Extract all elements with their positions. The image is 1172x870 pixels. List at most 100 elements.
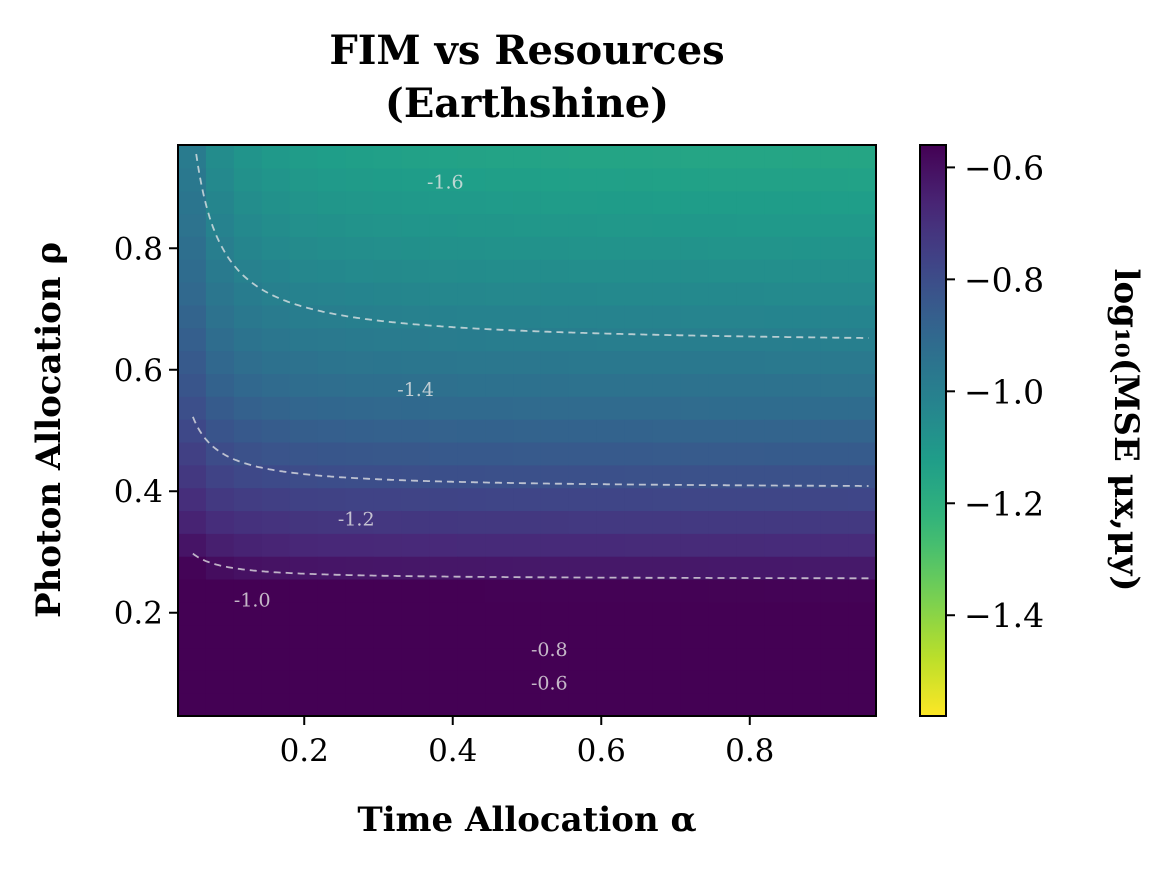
heatmap-cell bbox=[429, 464, 458, 489]
heatmap-cell bbox=[848, 624, 877, 649]
heatmap-cell bbox=[513, 601, 542, 626]
heatmap-cell bbox=[317, 145, 347, 169]
heatmap-cell bbox=[457, 556, 486, 580]
heatmap-cell bbox=[205, 304, 235, 329]
heatmap-cell bbox=[345, 670, 375, 694]
heatmap-cell bbox=[317, 533, 347, 557]
heatmap-cell bbox=[178, 327, 207, 352]
heatmap-cell bbox=[289, 693, 319, 717]
heatmap-cell bbox=[345, 419, 375, 443]
heatmap-cell bbox=[485, 167, 514, 192]
heatmap-cell bbox=[624, 510, 654, 534]
heatmap-cell bbox=[205, 373, 235, 397]
heatmap-cell bbox=[624, 259, 654, 283]
heatmap-cell bbox=[680, 578, 710, 603]
heatmap-cell bbox=[485, 282, 514, 306]
heatmap-cell bbox=[178, 647, 207, 671]
heatmap-cell bbox=[764, 282, 793, 306]
heatmap-cell bbox=[680, 259, 710, 283]
heatmap-cell bbox=[792, 259, 821, 283]
heatmap-cell bbox=[205, 145, 235, 169]
heatmap-cell bbox=[764, 601, 793, 626]
heatmap-cell bbox=[401, 282, 430, 306]
heatmap-cell bbox=[429, 213, 458, 237]
colorbar-tick-label: −0.8 bbox=[964, 260, 1044, 299]
heatmap-cell bbox=[764, 350, 793, 374]
heatmap-cell bbox=[792, 282, 821, 306]
heatmap-cell bbox=[261, 533, 291, 557]
heatmap-cell bbox=[568, 396, 598, 420]
heatmap-cell bbox=[345, 236, 375, 260]
y-tick-label: 0.4 bbox=[114, 474, 163, 510]
heatmap-cell bbox=[568, 670, 598, 694]
heatmap-cell bbox=[708, 647, 737, 671]
heatmap-cell bbox=[233, 419, 263, 443]
heatmap-cell bbox=[652, 145, 682, 169]
heatmap-cell bbox=[568, 419, 598, 443]
heatmap-cell bbox=[317, 441, 347, 466]
heatmap-cell bbox=[513, 190, 542, 215]
heatmap-cell bbox=[345, 213, 375, 237]
heatmap-cells bbox=[178, 145, 877, 717]
heatmap-cell bbox=[624, 601, 654, 626]
heatmap-cell bbox=[652, 464, 682, 489]
heatmap-cell bbox=[513, 350, 542, 374]
heatmap-cell bbox=[401, 441, 430, 466]
heatmap-cell bbox=[540, 533, 570, 557]
heatmap-cell bbox=[457, 624, 486, 649]
heatmap-cell bbox=[513, 441, 542, 466]
heatmap-cell bbox=[205, 533, 235, 557]
heatmap-cell bbox=[317, 624, 347, 649]
heatmap-cell bbox=[317, 304, 347, 329]
heatmap-cell bbox=[792, 373, 821, 397]
heatmap-cell bbox=[708, 556, 737, 580]
heatmap-cell bbox=[373, 236, 402, 260]
heatmap-cell bbox=[848, 396, 877, 420]
heatmap-cell bbox=[568, 578, 598, 603]
heatmap-cell bbox=[485, 601, 514, 626]
heatmap-cell bbox=[680, 327, 710, 352]
heatmap-cell bbox=[792, 350, 821, 374]
heatmap-cell bbox=[233, 213, 263, 237]
heatmap-cell bbox=[848, 350, 877, 374]
heatmap-cell bbox=[457, 487, 486, 512]
heatmap-cell bbox=[540, 670, 570, 694]
heatmap-cell bbox=[708, 350, 737, 374]
heatmap-cell bbox=[596, 327, 626, 352]
heatmap-cell bbox=[485, 145, 514, 169]
heatmap-cell bbox=[708, 213, 737, 237]
heatmap-cell bbox=[429, 304, 458, 329]
heatmap-cell bbox=[820, 578, 849, 603]
x-axis: 0.2 0.4 0.6 0.8 bbox=[280, 716, 774, 769]
heatmap-cell bbox=[317, 282, 347, 306]
heatmap-cell bbox=[429, 190, 458, 215]
heatmap-cell bbox=[680, 419, 710, 443]
heatmap-cell bbox=[792, 601, 821, 626]
heatmap-cell bbox=[401, 464, 430, 489]
heatmap-cell bbox=[680, 510, 710, 534]
heatmap-cell bbox=[736, 167, 765, 192]
heatmap-cell bbox=[429, 670, 458, 694]
heatmap-cell bbox=[736, 441, 765, 466]
heatmap-cell bbox=[317, 487, 347, 512]
heatmap-cell bbox=[540, 396, 570, 420]
heatmap-cell bbox=[848, 304, 877, 329]
heatmap-cell bbox=[680, 533, 710, 557]
heatmap-cell bbox=[596, 578, 626, 603]
heatmap-cell bbox=[205, 419, 235, 443]
heatmap-cell bbox=[233, 441, 263, 466]
heatmap-cell bbox=[401, 304, 430, 329]
heatmap-cell bbox=[540, 441, 570, 466]
heatmap-cell bbox=[848, 670, 877, 694]
heatmap-cell bbox=[652, 556, 682, 580]
heatmap-cell bbox=[317, 601, 347, 626]
heatmap-cell bbox=[652, 167, 682, 192]
heatmap-cell bbox=[345, 259, 375, 283]
heatmap-cell bbox=[708, 190, 737, 215]
heatmap-cell bbox=[764, 556, 793, 580]
heatmap-cell bbox=[485, 647, 514, 671]
heatmap-cell bbox=[792, 190, 821, 215]
heatmap-cell bbox=[848, 259, 877, 283]
heatmap-cell bbox=[178, 556, 207, 580]
heatmap-cell bbox=[624, 327, 654, 352]
